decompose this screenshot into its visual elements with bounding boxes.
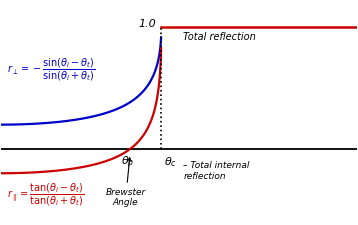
Text: $r_{\perp} = -\dfrac{\sin(\theta_i - \theta_t)}{\sin(\theta_i + \theta_t)}$: $r_{\perp} = -\dfrac{\sin(\theta_i - \th… [7,57,96,83]
Text: 1.0: 1.0 [138,19,156,29]
Text: Total reflection: Total reflection [183,32,256,42]
Text: – Total internal
reflection: – Total internal reflection [183,161,250,180]
Text: Brewster
Angle: Brewster Angle [106,158,146,207]
Text: $r_{\parallel} = \dfrac{\tan(\theta_i - \theta_t)}{\tan(\theta_i + \theta_t)}$: $r_{\parallel} = \dfrac{\tan(\theta_i - … [7,182,84,208]
Text: $\theta_c$: $\theta_c$ [164,155,176,169]
Text: $\theta_p$: $\theta_p$ [121,155,135,171]
